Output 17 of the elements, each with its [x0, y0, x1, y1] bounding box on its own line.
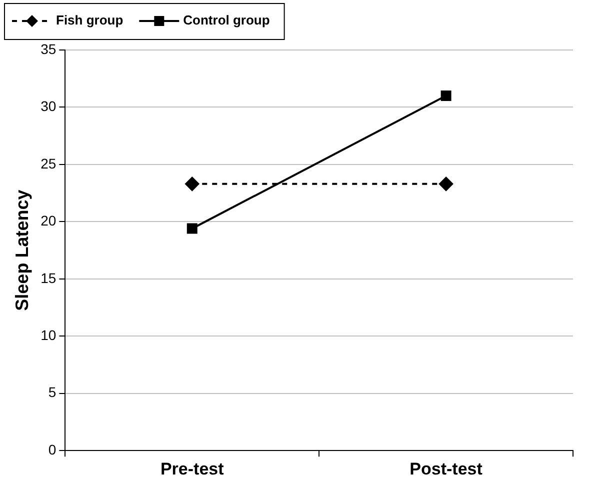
y-tick-label: 20	[40, 212, 56, 229]
x-tick-label: Post-test	[410, 459, 483, 478]
x-tick-label: Pre-test	[160, 459, 224, 478]
y-tick-label: 15	[40, 270, 56, 286]
y-tick-label: 10	[40, 327, 56, 343]
y-tick-label: 0	[48, 441, 56, 458]
y-tick-label: 35	[40, 40, 56, 57]
point	[186, 223, 198, 234]
legend-label: Control group	[183, 12, 270, 28]
y-tick-label: 25	[40, 155, 56, 172]
point	[439, 176, 454, 191]
point	[185, 176, 200, 191]
y-axis-title: Sleep Latency	[12, 190, 32, 311]
y-tick-label: 30	[40, 98, 56, 114]
legend-label: Fish group	[56, 12, 124, 28]
y-tick-label: 5	[48, 384, 56, 400]
point	[440, 90, 452, 102]
